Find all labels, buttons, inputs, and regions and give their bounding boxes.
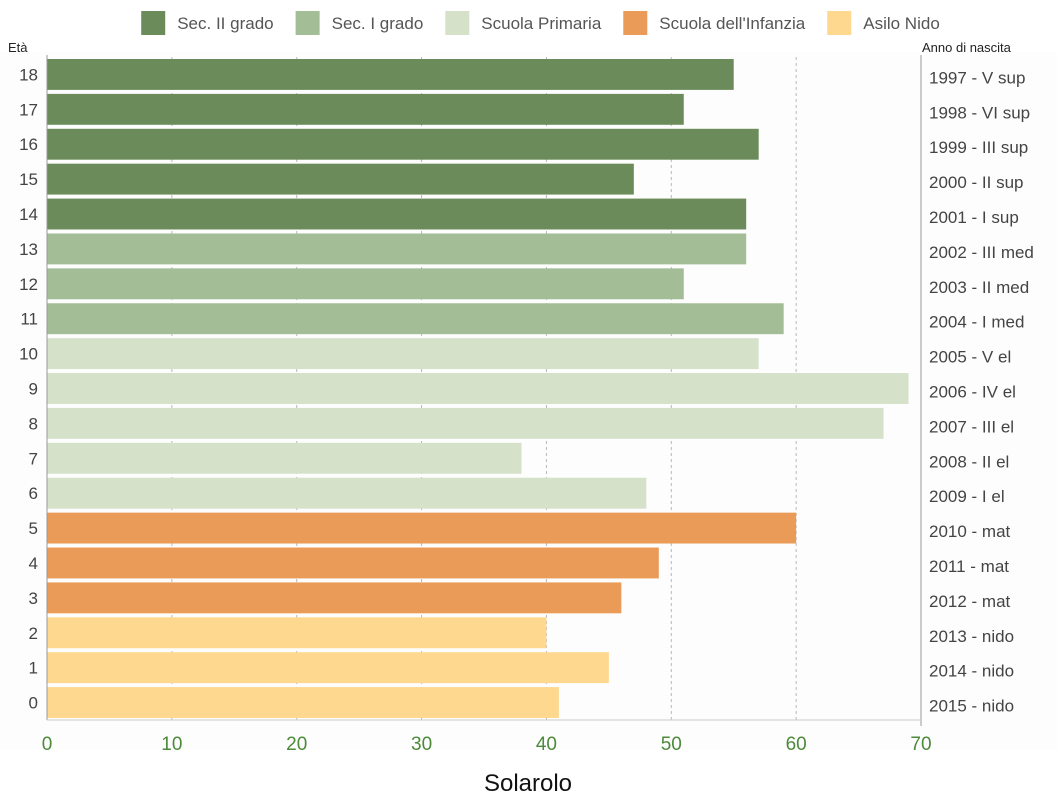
bar-age-1 <box>47 652 609 684</box>
legend-swatch <box>827 11 852 35</box>
x-tick-label: 60 <box>786 734 807 755</box>
age-tick-label: 14 <box>19 205 38 224</box>
bar-age-9 <box>47 373 909 404</box>
bar-age-11 <box>47 303 784 335</box>
age-tick-label: 11 <box>20 310 38 329</box>
bar-age-2 <box>47 617 547 649</box>
age-tick-label: 13 <box>19 240 38 259</box>
legend-label: Asilo Nido <box>863 14 940 33</box>
age-tick-label: 10 <box>19 345 38 364</box>
birth-year-label: 2004 - I med <box>929 313 1024 332</box>
x-tick-label: 40 <box>536 734 557 755</box>
birth-year-label: 2001 - I sup <box>929 208 1019 227</box>
age-tick-label: 15 <box>19 170 38 189</box>
legend-label: Sec. I grado <box>332 14 424 33</box>
age-tick-label: 4 <box>29 554 38 573</box>
x-tick-label: 0 <box>42 734 53 755</box>
legend-swatch <box>623 11 648 35</box>
x-tick-label: 70 <box>910 734 931 755</box>
y-axis-label-right: Anno di nascita <box>922 40 1012 55</box>
bar-age-10 <box>47 338 759 370</box>
bar-age-5 <box>47 512 797 544</box>
bar-age-6 <box>47 477 647 509</box>
age-tick-label: 18 <box>19 65 38 84</box>
bar-age-0 <box>47 687 559 718</box>
birth-year-label: 2014 - nido <box>929 662 1014 681</box>
age-tick-label: 7 <box>29 449 38 468</box>
legend-label: Sec. II grado <box>177 14 273 33</box>
age-tick-label: 9 <box>29 380 38 399</box>
age-tick-label: 3 <box>29 589 38 608</box>
bar-age-14 <box>47 198 747 230</box>
bar-age-16 <box>47 128 759 160</box>
bar-age-13 <box>47 233 747 265</box>
birth-year-label: 2002 - III med <box>929 243 1034 262</box>
bar-age-15 <box>47 163 634 195</box>
age-tick-label: 1 <box>29 659 38 678</box>
x-tick-label: 20 <box>286 734 307 755</box>
birth-year-label: 2013 - nido <box>929 627 1014 646</box>
bar-age-3 <box>47 582 622 614</box>
age-tick-label: 12 <box>19 275 38 294</box>
legend-swatch <box>141 11 166 35</box>
birth-year-label: 2006 - IV el <box>929 383 1016 402</box>
birth-year-label: 2010 - mat <box>929 522 1011 541</box>
age-tick-label: 0 <box>29 694 38 713</box>
bar-age-18 <box>47 59 734 90</box>
legend-swatch <box>295 11 320 35</box>
legend-swatch <box>445 11 470 35</box>
birth-year-label: 2009 - I el <box>929 487 1005 506</box>
age-tick-label: 17 <box>19 100 38 119</box>
bar-age-4 <box>47 547 659 579</box>
legend-label: Scuola Primaria <box>481 14 602 33</box>
age-tick-label: 2 <box>29 624 38 643</box>
birth-year-label: 2008 - II el <box>929 452 1009 471</box>
age-tick-label: 8 <box>29 414 38 433</box>
x-tick-label: 50 <box>661 734 682 755</box>
birth-year-label: 2000 - II sup <box>929 173 1024 192</box>
bar-age-12 <box>47 268 684 300</box>
bar-age-7 <box>47 442 522 474</box>
bar-age-17 <box>47 93 684 125</box>
y-axis-label-left: Età <box>8 40 28 55</box>
bars <box>47 59 909 718</box>
age-tick-label: 6 <box>29 484 38 503</box>
age-tick-label: 5 <box>29 519 38 538</box>
birth-year-label: 2003 - II med <box>929 278 1029 297</box>
birth-year-label: 2005 - V el <box>929 348 1011 367</box>
birth-year-label: 1999 - III sup <box>929 138 1028 157</box>
chart-caption: Solarolo <box>484 770 572 797</box>
x-tick-label: 10 <box>161 734 182 755</box>
bar-age-8 <box>47 407 884 439</box>
birth-year-label: 1998 - VI sup <box>929 103 1030 122</box>
legend-label: Scuola dell'Infanzia <box>659 14 805 33</box>
birth-year-label: 2015 - nido <box>929 697 1014 716</box>
birth-year-label: 2011 - mat <box>929 557 1009 576</box>
x-tick-label: 30 <box>411 734 432 755</box>
age-tick-label: 16 <box>19 135 38 154</box>
birth-year-label: 2007 - III el <box>929 417 1014 436</box>
birth-year-label: 2012 - mat <box>929 592 1011 611</box>
birth-year-label: 1997 - V sup <box>929 68 1025 87</box>
legend: Sec. II grado Sec. I grado Scuola Primaria… <box>141 11 940 35</box>
